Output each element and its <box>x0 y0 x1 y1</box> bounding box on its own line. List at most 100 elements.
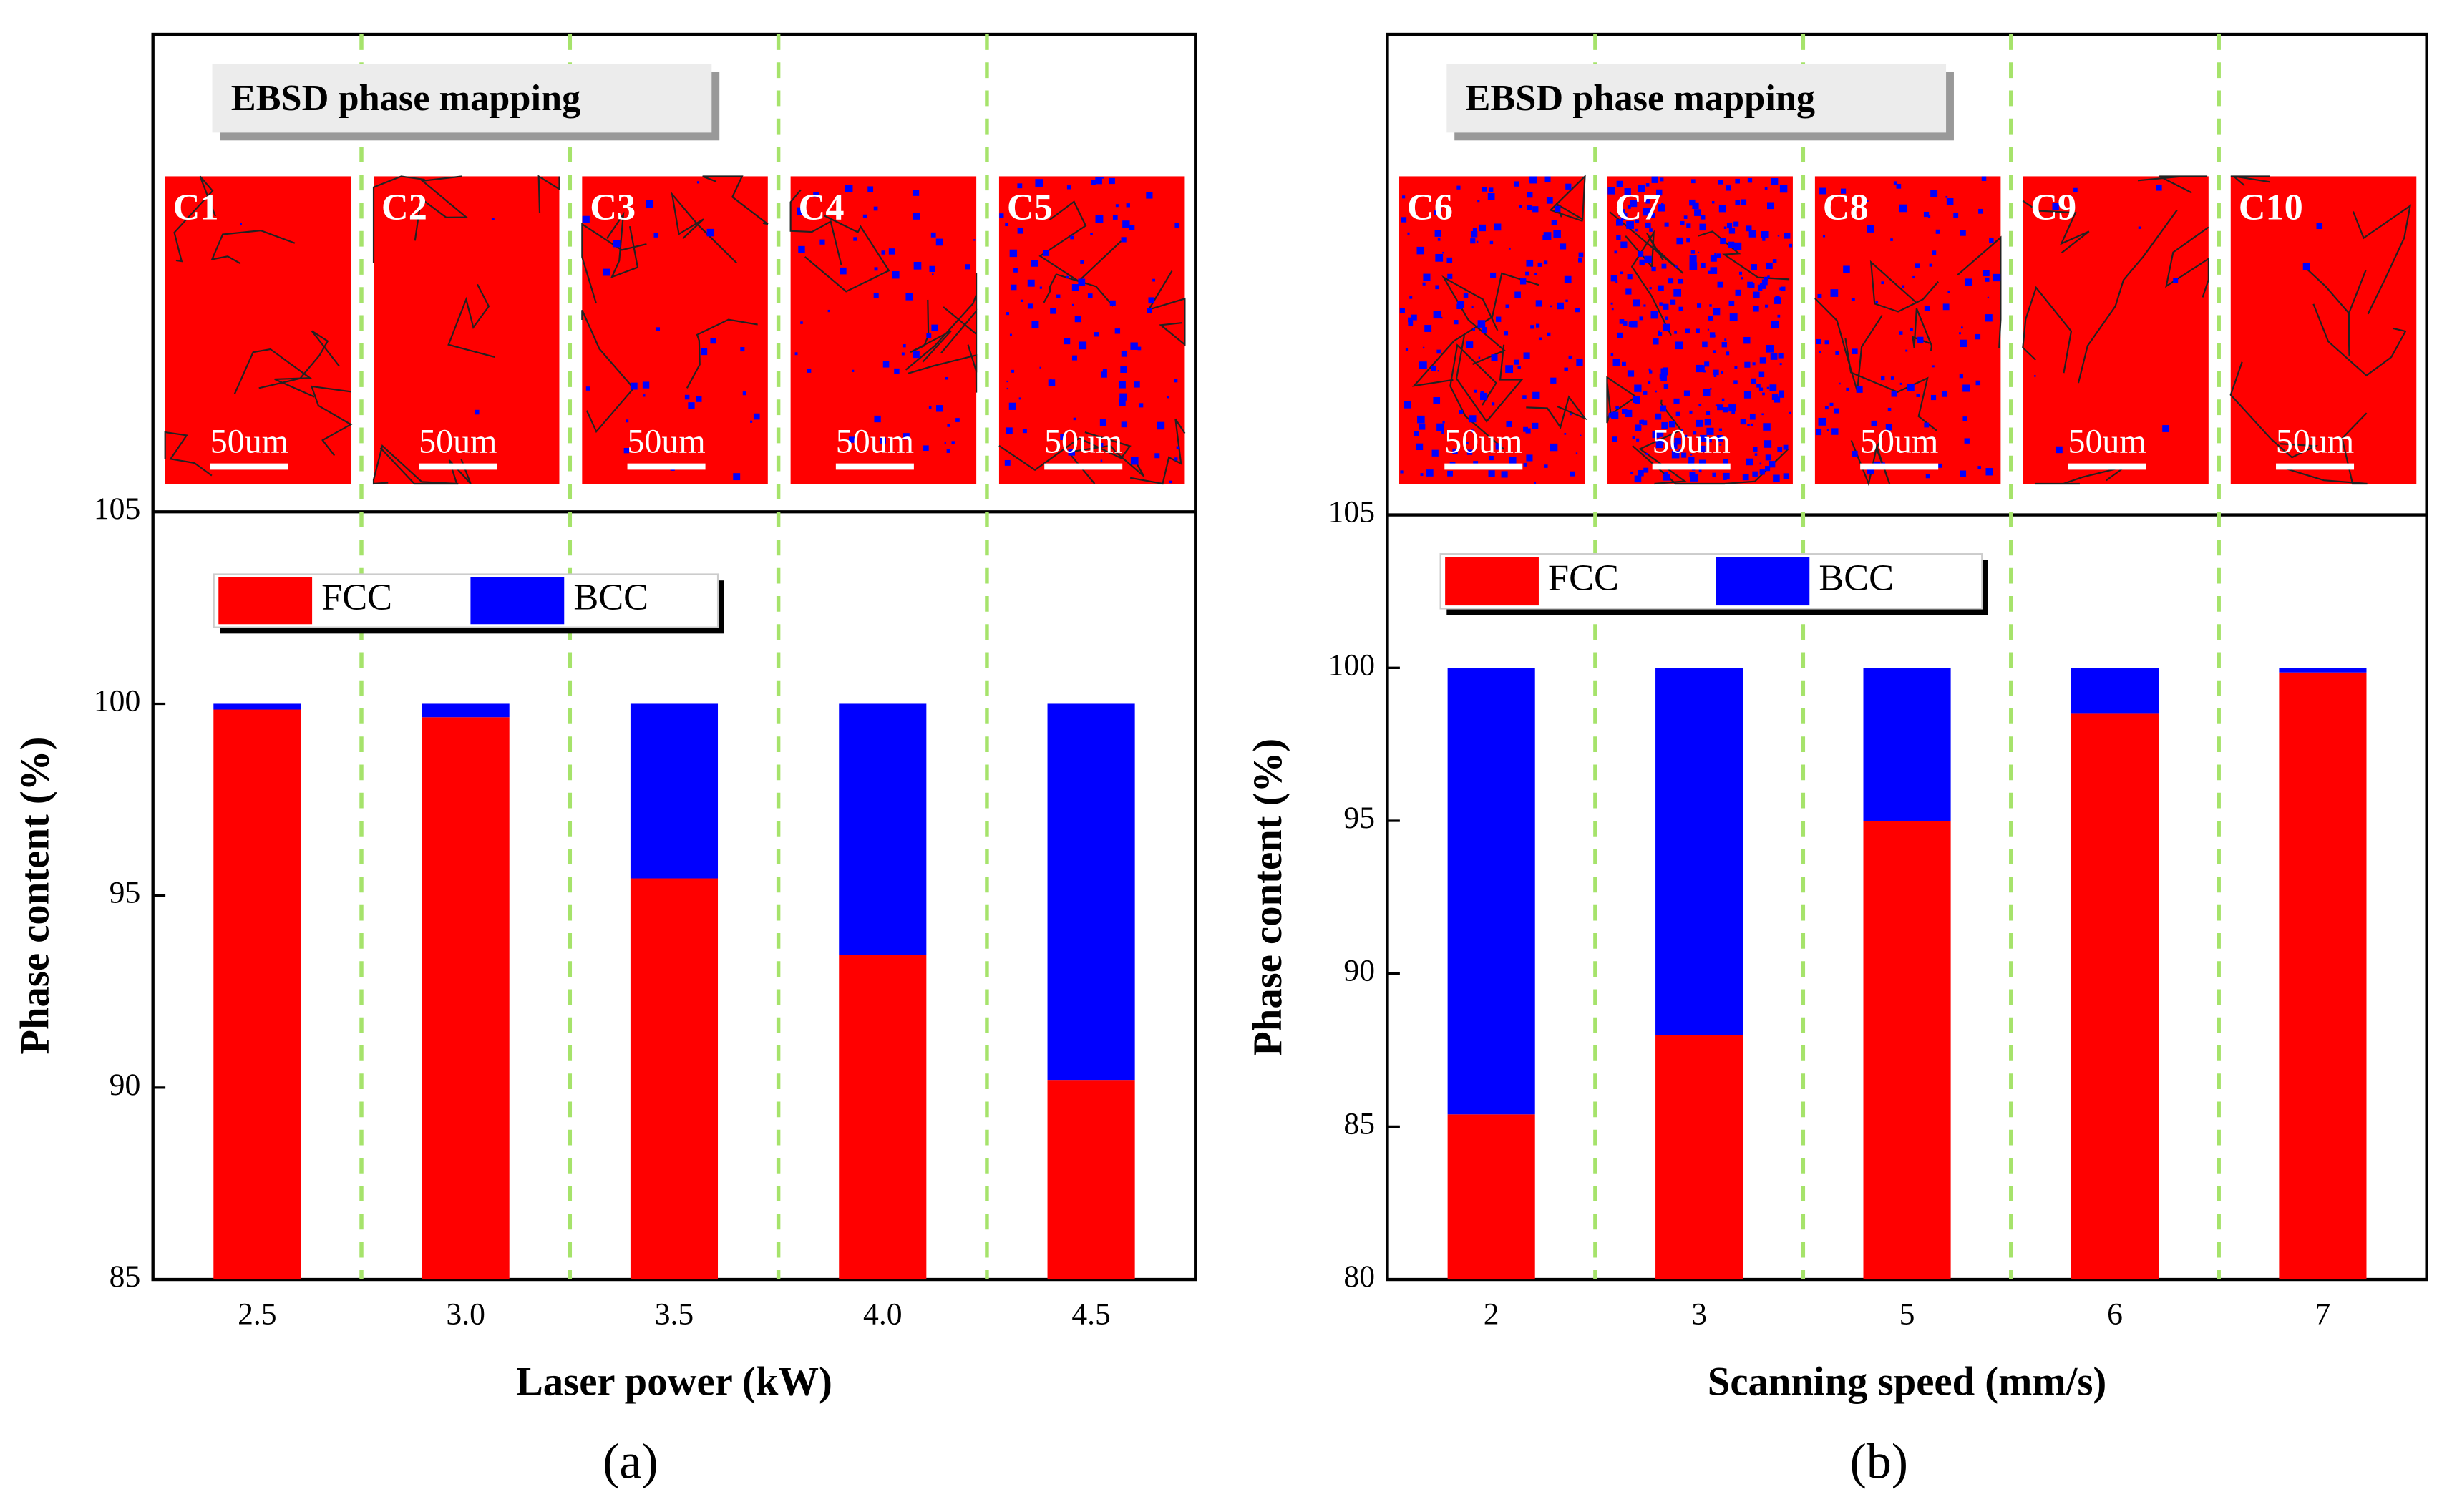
bcc-spot <box>888 248 895 255</box>
bcc-spot <box>1693 431 1697 435</box>
bcc-spot <box>1409 296 1413 299</box>
bcc-spot <box>1613 360 1619 365</box>
bcc-spot <box>742 391 746 396</box>
bcc-spot <box>1915 263 1920 268</box>
bcc-spot <box>1470 238 1476 244</box>
bcc-spot <box>1917 336 1924 343</box>
bcc-spot <box>1636 438 1640 442</box>
bcc-spot <box>643 394 646 397</box>
bcc-spot <box>1006 380 1008 383</box>
bcc-spot <box>1834 408 1839 414</box>
bcc-spot <box>1735 178 1740 184</box>
map-label: C1 <box>173 186 219 228</box>
grain-boundary <box>1526 395 1587 429</box>
bcc-spot <box>1775 296 1780 301</box>
y-tick-label: 85 <box>1343 1106 1375 1141</box>
bcc-spot <box>1789 243 1793 248</box>
bcc-spot <box>1534 482 1537 484</box>
bcc-spot <box>1962 384 1970 392</box>
bcc-spot <box>1544 176 1551 182</box>
bcc-spot <box>1650 311 1658 319</box>
bcc-spot <box>1824 340 1829 345</box>
bcc-spot <box>1905 349 1908 352</box>
inset-title: EBSD phase mapping <box>1465 77 1815 119</box>
bcc-spot <box>1655 441 1663 449</box>
legend-label: BCC <box>573 577 648 618</box>
bcc-spot <box>1011 369 1015 373</box>
grain-boundary <box>1129 418 1186 485</box>
bar-segment <box>2071 668 2159 714</box>
bcc-spot <box>1674 331 1677 334</box>
ebsd-map <box>374 176 560 484</box>
bcc-spot <box>955 418 960 422</box>
bcc-spot <box>1824 406 1829 410</box>
bcc-spot <box>1630 200 1638 208</box>
bcc-spot <box>1643 391 1648 395</box>
scale-bar <box>2276 463 2355 470</box>
y-tick-label: 80 <box>1343 1259 1375 1294</box>
bcc-spot <box>1018 397 1021 400</box>
bcc-spot <box>1645 222 1651 228</box>
bcc-spot <box>1457 301 1465 308</box>
bcc-spot <box>882 361 890 368</box>
bcc-spot <box>1477 320 1486 328</box>
bcc-spot <box>1471 306 1474 308</box>
bcc-spot <box>1769 384 1777 391</box>
bcc-spot <box>1707 328 1710 331</box>
bcc-spot <box>929 265 935 273</box>
grain-boundary <box>1043 273 1114 307</box>
bcc-spot <box>1818 417 1826 426</box>
grain-boundary <box>998 431 1132 472</box>
bar-segment <box>1863 668 1951 821</box>
bcc-spot <box>1733 221 1739 227</box>
bcc-spot <box>1960 339 1967 348</box>
grain-boundary <box>414 175 469 241</box>
scale-bar <box>210 463 288 470</box>
bcc-spot <box>1781 286 1786 291</box>
bcc-spot <box>1701 263 1706 268</box>
bcc-spot <box>1754 453 1758 456</box>
bcc-spot <box>1742 474 1749 481</box>
bcc-spot <box>1570 471 1575 477</box>
bcc-spot <box>753 413 760 420</box>
bcc-spot <box>1770 353 1778 360</box>
bcc-spot <box>1932 365 1935 368</box>
grain-boundary <box>2352 204 2412 315</box>
map-label: C6 <box>1407 186 1453 228</box>
bcc-spot <box>1764 466 1771 472</box>
bcc-spot <box>1506 421 1512 427</box>
bcc-spot <box>1176 446 1179 449</box>
bcc-spot <box>873 293 879 298</box>
map-label: C5 <box>1007 186 1053 228</box>
bcc-spot <box>1733 380 1738 384</box>
y-tick-label: 100 <box>1328 648 1375 682</box>
bcc-spot <box>1773 474 1780 482</box>
bcc-spot <box>944 442 946 444</box>
bcc-spot <box>1753 291 1759 298</box>
bcc-spot <box>845 185 853 192</box>
bcc-spot <box>1564 275 1572 283</box>
bcc-spot <box>684 394 690 400</box>
bcc-spot <box>928 406 932 409</box>
bcc-spot <box>1935 229 1940 234</box>
grain-boundary <box>310 385 353 457</box>
bar-segment <box>839 703 927 955</box>
bcc-spot <box>1916 394 1920 397</box>
bcc-spot <box>1525 271 1529 276</box>
ebsd-map <box>1814 176 2001 484</box>
grain-boundary <box>379 447 472 485</box>
bcc-spot <box>1635 219 1640 223</box>
bcc-spot <box>1550 377 1557 384</box>
bar-segment <box>1655 1035 1743 1280</box>
bcc-spot <box>1634 384 1642 392</box>
bcc-spot <box>1489 240 1494 245</box>
legend-label: BCC <box>1819 557 1894 598</box>
bcc-spot <box>1961 326 1963 329</box>
bcc-spot <box>1689 262 1698 270</box>
panel-label: (b) <box>1850 1435 1908 1490</box>
bcc-spot <box>1698 459 1706 467</box>
bcc-spot <box>1765 304 1768 308</box>
bcc-spot <box>1645 199 1650 204</box>
grain-boundary <box>686 318 758 389</box>
